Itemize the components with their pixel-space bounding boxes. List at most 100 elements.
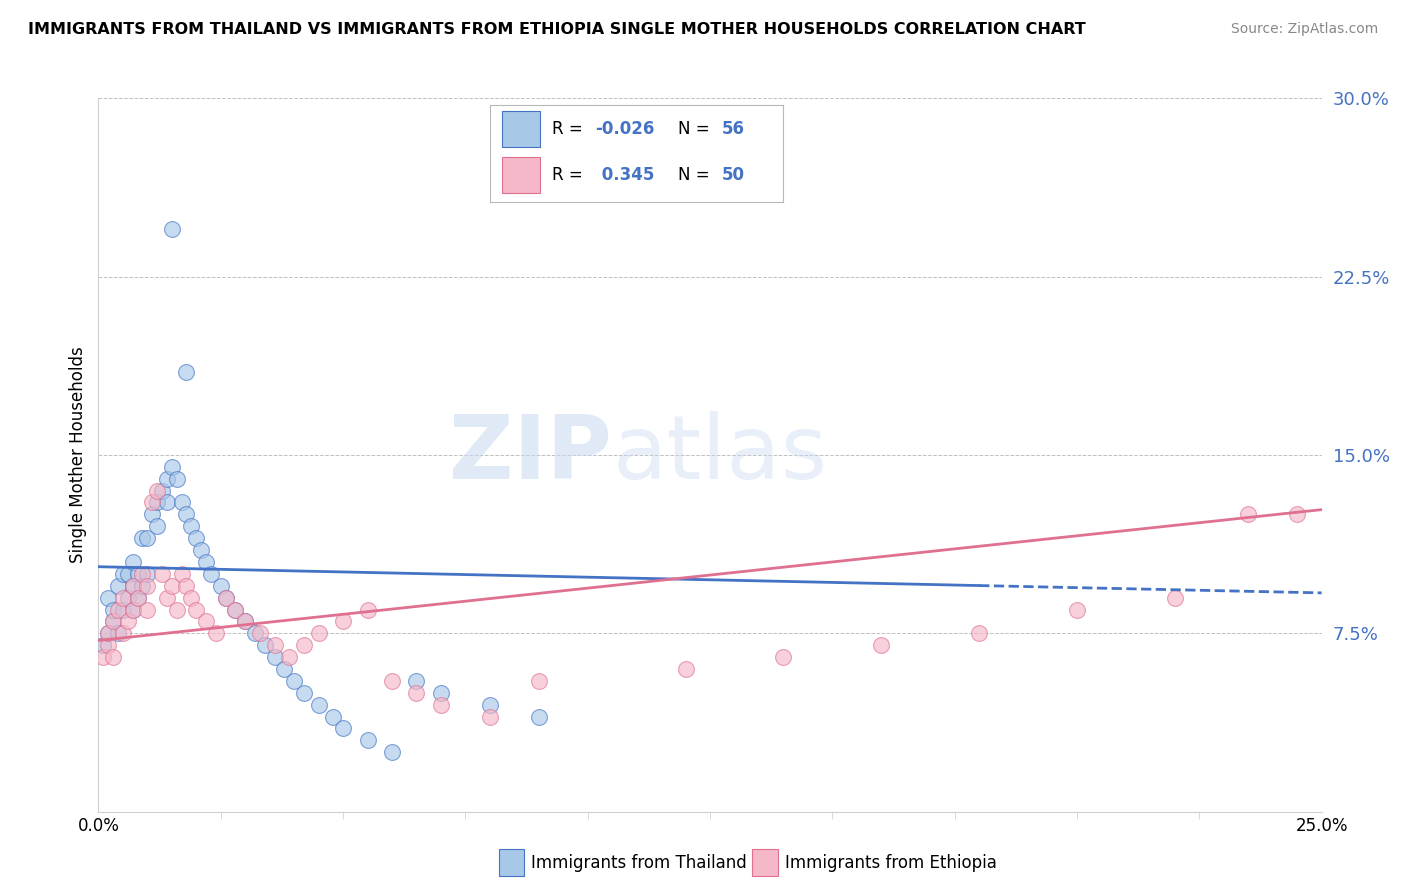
Point bbox=[253, 638, 276, 652]
Point bbox=[136, 602, 159, 616]
Point bbox=[136, 531, 159, 545]
Point bbox=[1164, 591, 1187, 605]
Point bbox=[381, 745, 404, 759]
Point bbox=[97, 626, 120, 640]
Text: Immigrants from Ethiopia: Immigrants from Ethiopia bbox=[785, 854, 997, 871]
Point bbox=[111, 566, 134, 581]
Point bbox=[101, 602, 124, 616]
Point bbox=[121, 579, 143, 593]
Point bbox=[146, 483, 169, 498]
Point bbox=[224, 602, 246, 616]
Point bbox=[111, 626, 134, 640]
Point bbox=[292, 686, 315, 700]
Point bbox=[150, 566, 173, 581]
Point bbox=[527, 673, 550, 688]
Point bbox=[243, 626, 266, 640]
Y-axis label: Single Mother Households: Single Mother Households bbox=[69, 347, 87, 563]
Point bbox=[136, 566, 159, 581]
Point bbox=[195, 555, 218, 569]
Point bbox=[356, 733, 378, 747]
Text: ZIP: ZIP bbox=[450, 411, 612, 499]
Point bbox=[1286, 508, 1309, 522]
Point bbox=[263, 638, 285, 652]
Point bbox=[233, 615, 256, 629]
Point bbox=[127, 591, 149, 605]
Point bbox=[180, 591, 202, 605]
Point bbox=[381, 673, 404, 688]
Point bbox=[176, 579, 198, 593]
Point bbox=[233, 615, 256, 629]
Point bbox=[292, 638, 315, 652]
Point bbox=[170, 566, 193, 581]
Point bbox=[146, 519, 169, 533]
Point bbox=[127, 591, 149, 605]
Point bbox=[97, 626, 120, 640]
Point bbox=[97, 591, 120, 605]
Point bbox=[772, 650, 794, 665]
Point bbox=[160, 222, 183, 236]
Point bbox=[97, 638, 120, 652]
Point bbox=[356, 602, 378, 616]
Point bbox=[322, 709, 344, 723]
Point bbox=[117, 615, 139, 629]
Point bbox=[131, 531, 153, 545]
Point bbox=[967, 626, 990, 640]
Point bbox=[186, 531, 208, 545]
Point bbox=[91, 650, 114, 665]
Point bbox=[176, 365, 198, 379]
Point bbox=[200, 566, 222, 581]
Point bbox=[160, 579, 183, 593]
Point bbox=[121, 602, 143, 616]
Point bbox=[141, 495, 163, 509]
Point bbox=[224, 602, 246, 616]
Point bbox=[111, 591, 134, 605]
Point bbox=[273, 662, 295, 676]
Point bbox=[1237, 508, 1260, 522]
Point bbox=[209, 579, 232, 593]
Point bbox=[675, 662, 697, 676]
Point bbox=[870, 638, 893, 652]
Point bbox=[107, 602, 129, 616]
Point bbox=[190, 543, 212, 558]
Point bbox=[107, 626, 129, 640]
Point bbox=[136, 579, 159, 593]
Point bbox=[214, 591, 236, 605]
Point bbox=[127, 566, 149, 581]
Point bbox=[166, 602, 188, 616]
Point bbox=[430, 686, 453, 700]
Point bbox=[101, 615, 124, 629]
Point bbox=[101, 650, 124, 665]
Point bbox=[176, 508, 198, 522]
Point bbox=[278, 650, 301, 665]
Point bbox=[214, 591, 236, 605]
Point bbox=[131, 566, 153, 581]
Point bbox=[332, 615, 354, 629]
Point bbox=[111, 602, 134, 616]
Point bbox=[308, 626, 330, 640]
Point bbox=[91, 638, 114, 652]
Text: atlas: atlas bbox=[612, 411, 827, 499]
Point bbox=[186, 602, 208, 616]
Point bbox=[166, 472, 188, 486]
Text: Immigrants from Thailand: Immigrants from Thailand bbox=[531, 854, 747, 871]
Point bbox=[430, 698, 453, 712]
Point bbox=[121, 555, 143, 569]
Point bbox=[249, 626, 271, 640]
Point bbox=[156, 472, 179, 486]
Point bbox=[332, 722, 354, 736]
Point bbox=[308, 698, 330, 712]
Point bbox=[263, 650, 285, 665]
Text: IMMIGRANTS FROM THAILAND VS IMMIGRANTS FROM ETHIOPIA SINGLE MOTHER HOUSEHOLDS CO: IMMIGRANTS FROM THAILAND VS IMMIGRANTS F… bbox=[28, 22, 1085, 37]
Point bbox=[195, 615, 218, 629]
Point bbox=[131, 579, 153, 593]
Point bbox=[117, 566, 139, 581]
Point bbox=[180, 519, 202, 533]
Point bbox=[283, 673, 305, 688]
Point bbox=[156, 591, 179, 605]
Point bbox=[121, 579, 143, 593]
Point bbox=[156, 495, 179, 509]
Point bbox=[527, 709, 550, 723]
Point bbox=[150, 483, 173, 498]
Point bbox=[146, 495, 169, 509]
Point bbox=[107, 579, 129, 593]
